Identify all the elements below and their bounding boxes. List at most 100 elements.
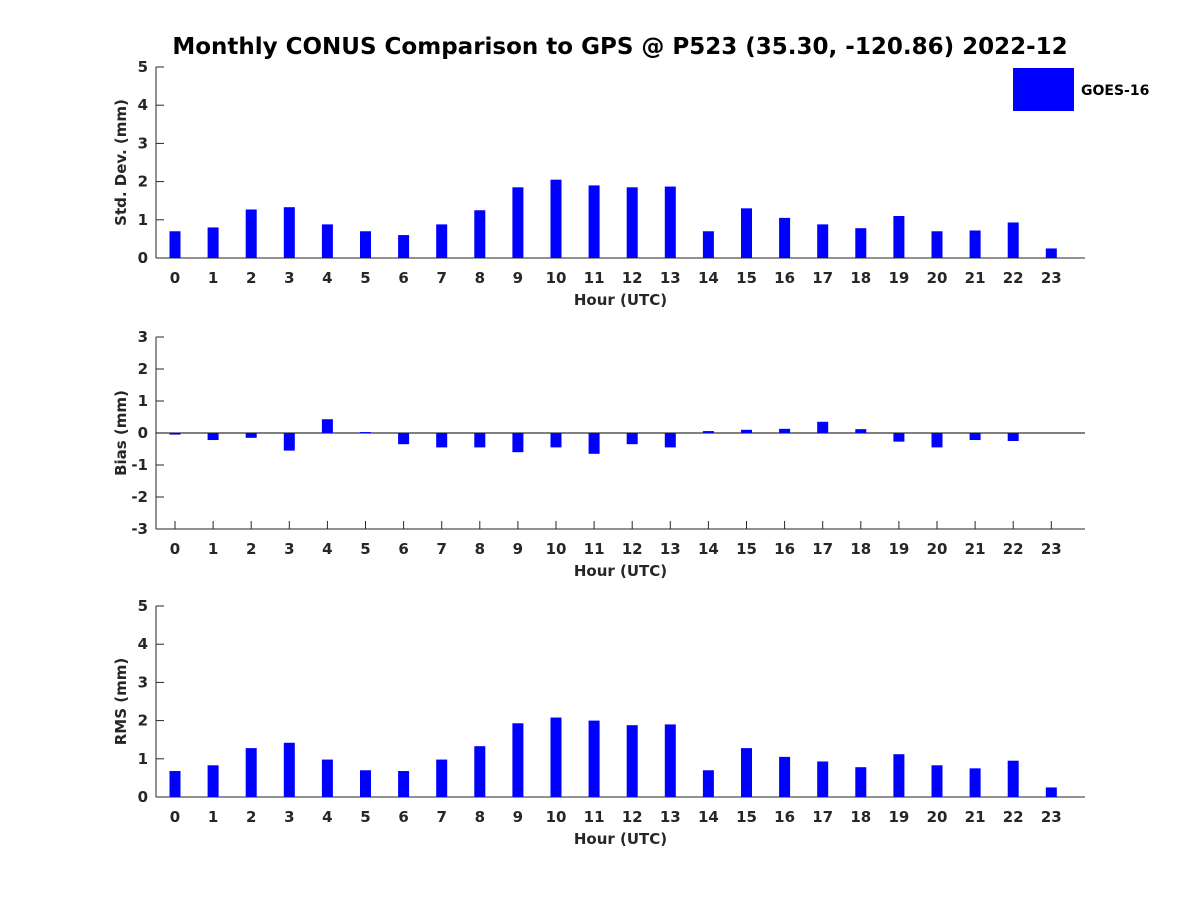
bar-hour-7 — [436, 224, 448, 258]
bar-hour-14 — [702, 231, 714, 258]
bar-hour-15 — [741, 748, 752, 797]
x-tick-label: 8 — [475, 269, 485, 287]
x-tick-label: 19 — [888, 808, 909, 826]
x-tick-label: 2 — [246, 808, 256, 826]
x-tick-label: 18 — [850, 269, 871, 287]
y-tick-label: 4 — [138, 96, 148, 114]
x-tick-label: 11 — [584, 808, 605, 826]
x-tick-label: 1 — [208, 269, 218, 287]
bar-hour-9 — [512, 433, 524, 453]
bar-hour-1 — [207, 765, 219, 797]
y-tick-label: 0 — [138, 249, 148, 267]
bar-hour-0 — [169, 231, 181, 258]
bar-hour-22 — [1007, 433, 1019, 441]
bar-hour-22 — [1007, 222, 1019, 258]
bar-hour-0 — [169, 433, 181, 435]
x-tick-label: 2 — [246, 540, 256, 558]
y-axis-label: Bias (mm) — [112, 390, 130, 476]
x-tick-label: 14 — [698, 808, 719, 826]
x-tick-label: 9 — [513, 269, 523, 287]
x-tick-label: 15 — [736, 540, 757, 558]
bar-hour-7 — [436, 759, 448, 797]
x-tick-label: 3 — [284, 540, 294, 558]
bar-hour-10 — [550, 433, 562, 448]
x-tick-label: 6 — [398, 540, 408, 558]
bar-hour-2 — [245, 209, 257, 258]
y-axis-label: Std. Dev. (mm) — [112, 99, 130, 226]
bar-hour-20 — [931, 433, 943, 448]
bar-hour-16 — [779, 428, 791, 433]
x-tick-label: 0 — [170, 540, 180, 558]
bar-hour-1 — [207, 433, 219, 441]
legend-swatch — [1013, 68, 1074, 111]
bar-hour-7 — [436, 433, 448, 448]
x-tick-label: 6 — [398, 808, 408, 826]
x-tick-label: 4 — [322, 269, 332, 287]
y-tick-label: 3 — [138, 134, 148, 152]
x-tick-label: 12 — [622, 269, 643, 287]
x-tick-label: 7 — [436, 540, 446, 558]
bar-hour-5 — [360, 231, 371, 258]
x-tick-label: 22 — [1003, 269, 1024, 287]
bar-hour-4 — [321, 759, 333, 797]
x-tick-label: 9 — [513, 808, 523, 826]
bar-hour-18 — [855, 767, 867, 797]
bar-hour-15 — [741, 429, 752, 433]
x-tick-label: 5 — [360, 540, 370, 558]
bar-hour-13 — [664, 186, 676, 258]
x-tick-label: 8 — [475, 540, 485, 558]
bar-hour-6 — [398, 771, 410, 797]
x-tick-label: 14 — [698, 540, 719, 558]
x-tick-label: 20 — [927, 269, 948, 287]
bar-hour-9 — [512, 187, 524, 258]
bar-hour-3 — [283, 742, 295, 797]
bar-hour-17 — [817, 421, 829, 433]
bar-hour-6 — [398, 433, 410, 445]
y-tick-label: 1 — [138, 392, 148, 410]
bar-hour-8 — [474, 210, 486, 258]
x-tick-label: 17 — [812, 540, 833, 558]
x-axis-label: Hour (UTC) — [574, 291, 667, 309]
x-tick-label: 11 — [584, 269, 605, 287]
x-tick-label: 22 — [1003, 808, 1024, 826]
chart-title: Monthly CONUS Comparison to GPS @ P523 (… — [172, 34, 1067, 60]
x-tick-label: 23 — [1041, 540, 1062, 558]
bar-hour-18 — [855, 429, 867, 433]
x-tick-label: 21 — [965, 808, 986, 826]
x-tick-label: 23 — [1041, 269, 1062, 287]
bar-hour-17 — [817, 761, 829, 797]
x-tick-label: 5 — [360, 269, 370, 287]
y-tick-label: 0 — [138, 424, 148, 442]
bar-hour-21 — [969, 768, 981, 797]
x-tick-label: 14 — [698, 269, 719, 287]
bar-hour-18 — [855, 228, 867, 258]
bar-hour-12 — [626, 187, 638, 258]
bar-hour-0 — [169, 771, 181, 797]
bar-hour-4 — [321, 419, 333, 433]
x-tick-label: 17 — [812, 808, 833, 826]
bar-hour-2 — [245, 748, 257, 797]
x-tick-label: 9 — [513, 540, 523, 558]
y-tick-label: 2 — [138, 360, 148, 378]
bar-hour-13 — [664, 724, 676, 797]
bar-hour-5 — [360, 770, 371, 797]
x-tick-label: 12 — [622, 540, 643, 558]
bar-hour-14 — [702, 770, 714, 797]
x-tick-label: 19 — [888, 540, 909, 558]
bar-hour-20 — [931, 231, 943, 258]
bar-hour-4 — [321, 224, 333, 258]
x-tick-label: 23 — [1041, 808, 1062, 826]
x-tick-label: 7 — [436, 808, 446, 826]
y-tick-label: 4 — [138, 635, 148, 653]
legend-label: GOES-16 — [1081, 83, 1149, 99]
bar-hour-21 — [969, 433, 981, 441]
y-tick-label: 3 — [138, 328, 148, 346]
bar-hour-23 — [1045, 787, 1057, 797]
y-tick-label: -3 — [131, 520, 148, 538]
x-tick-label: 13 — [660, 269, 681, 287]
bar-hour-11 — [588, 433, 600, 454]
x-tick-label: 10 — [546, 540, 567, 558]
bar-hour-10 — [550, 179, 562, 258]
